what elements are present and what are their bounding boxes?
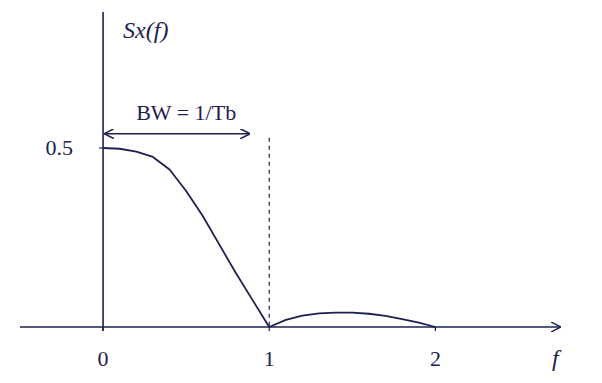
x-tick bbox=[102, 327, 103, 331]
x-axis bbox=[20, 326, 560, 328]
y-tick bbox=[99, 147, 103, 148]
bw-label: BW = 1/Tb bbox=[136, 100, 236, 125]
x-tick-label: 2 bbox=[430, 346, 441, 371]
y-axis bbox=[102, 12, 104, 331]
title: Sx(f) bbox=[123, 17, 168, 43]
y-tick-label: 0.5 bbox=[46, 135, 74, 160]
x-label: f bbox=[552, 345, 562, 371]
x-tick-label: 0 bbox=[98, 346, 109, 371]
bw-dashed-line bbox=[269, 138, 270, 327]
chart: 0 1 2 0.5 Sx(f) f BW = 1/Tb bbox=[0, 0, 602, 383]
bw-arrow bbox=[105, 133, 249, 135]
x-tick-label: 1 bbox=[264, 346, 275, 371]
